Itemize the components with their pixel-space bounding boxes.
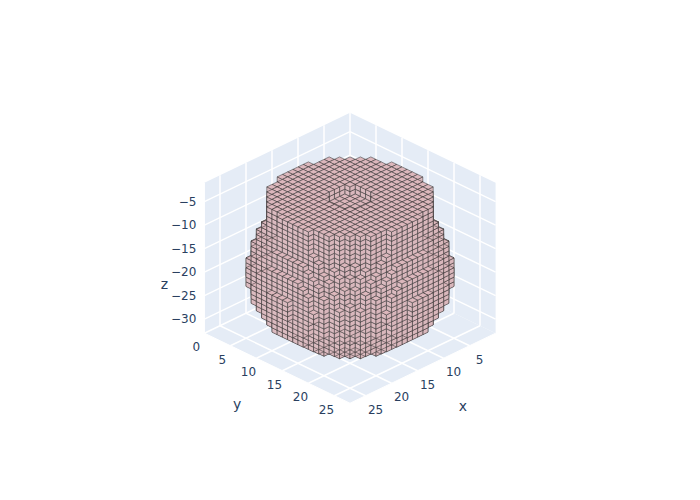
svg-text:−10: −10 <box>171 218 196 232</box>
svg-text:5: 5 <box>219 353 227 367</box>
svg-text:0: 0 <box>193 340 201 354</box>
svg-text:20: 20 <box>293 390 308 404</box>
svg-text:−20: −20 <box>171 265 196 279</box>
svg-text:25: 25 <box>368 403 383 417</box>
svg-text:15: 15 <box>420 378 435 392</box>
svg-text:−25: −25 <box>171 289 196 303</box>
svg-text:5: 5 <box>476 353 484 367</box>
svg-text:−15: −15 <box>171 242 196 256</box>
svg-text:−5: −5 <box>179 195 197 209</box>
svg-text:y: y <box>233 396 241 412</box>
svg-text:x: x <box>459 398 467 414</box>
svg-text:−30: −30 <box>171 312 196 326</box>
svg-text:10: 10 <box>446 365 461 379</box>
svg-text:20: 20 <box>394 390 409 404</box>
svg-text:15: 15 <box>267 378 282 392</box>
svg-text:10: 10 <box>241 365 256 379</box>
svg-text:z: z <box>161 276 168 292</box>
svg-text:25: 25 <box>319 403 334 417</box>
